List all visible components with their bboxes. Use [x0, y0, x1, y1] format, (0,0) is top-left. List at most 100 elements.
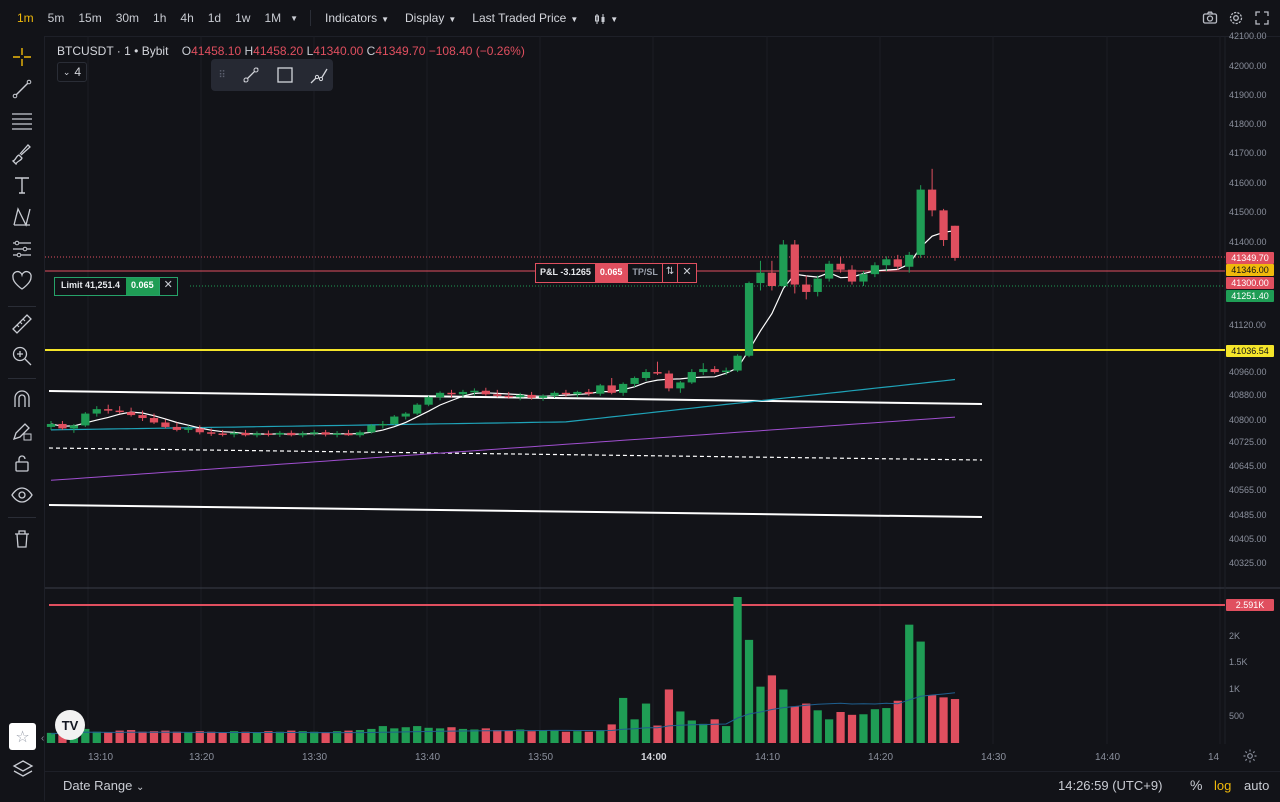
- volume-bar: [458, 728, 468, 743]
- volume-bar: [493, 730, 502, 743]
- candle-body: [104, 409, 113, 411]
- change-value: −108.40 (−0.26%): [428, 44, 525, 58]
- tpsl-button[interactable]: TP/SL: [627, 264, 662, 282]
- indicators-collapse-button[interactable]: ⌄ 4: [57, 62, 87, 82]
- timeframe-1h[interactable]: 1h: [153, 11, 167, 25]
- drawing-toolbar: [0, 36, 45, 801]
- hide-drawings-tool[interactable]: [10, 483, 34, 507]
- favorites-button[interactable]: ☆: [9, 723, 36, 750]
- volume-bar: [802, 703, 811, 743]
- prediction-tool[interactable]: [10, 237, 34, 261]
- candle-body: [710, 369, 719, 373]
- price-type-menu[interactable]: Last Traded Price ▼: [464, 0, 586, 36]
- bottom-bar: [45, 771, 1280, 802]
- chart-settings-icon[interactable]: [1242, 748, 1258, 764]
- volume-bar: [435, 728, 445, 743]
- display-menu[interactable]: Display ▼: [397, 0, 464, 36]
- volume-bar: [905, 624, 914, 743]
- limit-order-box[interactable]: Limit 41,251.4 0.065 ✕: [54, 277, 178, 296]
- remove-drawings-tool[interactable]: [10, 527, 34, 551]
- time-tick-label: 14:30: [981, 752, 1007, 763]
- volume-bar: [733, 597, 742, 743]
- timeframe-1w[interactable]: 1w: [235, 11, 251, 25]
- volume-bar: [779, 689, 788, 743]
- candle-body: [241, 432, 250, 436]
- date-range-label: Date Range: [63, 778, 133, 793]
- price-tick-label: 41700.00: [1229, 148, 1267, 158]
- timeframe-1d[interactable]: 1d: [207, 11, 222, 25]
- crosshair-tool[interactable]: [10, 45, 34, 69]
- date-range-button[interactable]: Date Range ⌄: [63, 778, 144, 793]
- candle-body: [619, 383, 628, 393]
- gear-icon[interactable]: [1228, 10, 1244, 26]
- chart-type-menu[interactable]: ▼: [586, 0, 626, 36]
- clock-display[interactable]: 14:26:59 (UTC+9): [1058, 778, 1163, 793]
- candle-body: [825, 263, 834, 279]
- open-label: O: [181, 44, 192, 58]
- candle-body: [779, 244, 788, 287]
- timeframe-30m[interactable]: 30m: [115, 11, 140, 25]
- path-tool-icon[interactable]: [307, 63, 331, 87]
- ema-cyan-line: [50, 378, 956, 431]
- collapse-toolbar-arrow[interactable]: ‹: [41, 733, 45, 744]
- timeframe-dropdown-caret[interactable]: ▼: [290, 13, 299, 23]
- candle-body: [607, 385, 616, 393]
- timeframe-1m[interactable]: 1m: [17, 11, 34, 25]
- line-tool-icon[interactable]: [239, 63, 263, 87]
- price-tick-label: 41600.00: [1229, 178, 1267, 188]
- brush-tool[interactable]: [10, 141, 34, 166]
- icons-tool[interactable]: [10, 269, 34, 293]
- symbol-name[interactable]: BTCUSDT: [57, 44, 114, 58]
- volume-bar: [481, 728, 490, 743]
- volume-bar: [241, 731, 250, 743]
- price-tick-label: 40725.00: [1229, 437, 1267, 447]
- candle-body: [229, 432, 239, 435]
- limit-price-tag: 41251.40: [1226, 290, 1274, 302]
- chevron-down-icon: ▼: [381, 15, 389, 24]
- lock-drawings-tool[interactable]: [10, 451, 34, 475]
- indicators-menu[interactable]: Indicators ▼: [317, 0, 397, 36]
- price-tick-label: 40405.00: [1229, 534, 1267, 544]
- candle-body: [836, 263, 845, 270]
- object-tree-button[interactable]: [11, 757, 35, 781]
- fib-tool[interactable]: [10, 109, 34, 133]
- candle-body: [287, 432, 296, 436]
- timeframe-15m[interactable]: 15m: [78, 11, 102, 25]
- volume-bar: [355, 730, 365, 743]
- cancel-order-icon[interactable]: ✕: [158, 278, 177, 295]
- fullscreen-icon[interactable]: [1254, 10, 1270, 26]
- candle-body: [813, 278, 822, 292]
- measure-tool[interactable]: [10, 312, 34, 336]
- timeframe-4h[interactable]: 4h: [180, 11, 194, 25]
- trend-line-icon: [12, 79, 32, 99]
- candle-body: [264, 433, 273, 435]
- zoom-tool[interactable]: [10, 344, 34, 368]
- price-chart[interactable]: [45, 36, 1280, 744]
- log-scale-toggle[interactable]: log: [1214, 778, 1232, 793]
- percent-scale-toggle[interactable]: %: [1190, 777, 1203, 793]
- candle-body: [550, 392, 559, 396]
- tradingview-logo[interactable]: TV: [55, 710, 85, 740]
- candle-body: [310, 432, 319, 434]
- reverse-icon[interactable]: ⇅: [661, 264, 677, 282]
- trend-line-tool[interactable]: [10, 77, 34, 101]
- camera-icon[interactable]: [1202, 10, 1218, 26]
- close-value: 41349.70: [375, 44, 426, 58]
- drag-handle-icon[interactable]: ⠿: [218, 69, 226, 81]
- close-position-icon[interactable]: ✕: [677, 264, 695, 282]
- open-value: 41458.10: [191, 44, 242, 58]
- position-pnl-box[interactable]: P&L -3.1265 0.065 TP/SL ⇅ ✕: [535, 263, 697, 283]
- auto-scale-toggle[interactable]: auto: [1244, 778, 1270, 793]
- pattern-tool[interactable]: [10, 205, 34, 229]
- stay-drawing-tool[interactable]: [10, 419, 34, 443]
- price-tick-label: 41900.00: [1229, 90, 1267, 100]
- timeframe-5m[interactable]: 5m: [47, 11, 65, 25]
- volume-bar: [847, 714, 857, 743]
- magnet-tool[interactable]: [10, 387, 34, 411]
- price-tick-label: 40880.00: [1229, 390, 1267, 400]
- volume-bar: [321, 732, 330, 743]
- rectangle-tool-icon[interactable]: [273, 63, 297, 87]
- volume-bar: [149, 731, 159, 743]
- text-tool[interactable]: [10, 173, 34, 197]
- timeframe-1m[interactable]: 1M: [264, 11, 282, 25]
